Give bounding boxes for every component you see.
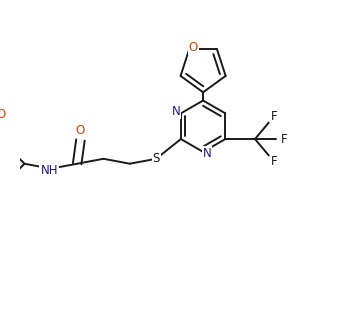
Text: NH: NH: [40, 164, 58, 177]
Text: N: N: [172, 105, 180, 118]
Text: F: F: [271, 155, 277, 168]
Text: N: N: [203, 147, 211, 160]
Text: S: S: [152, 152, 160, 165]
Text: F: F: [271, 110, 277, 123]
Text: F: F: [281, 133, 288, 145]
Text: O: O: [188, 41, 198, 54]
Text: O: O: [76, 124, 85, 137]
Text: O: O: [0, 108, 6, 122]
